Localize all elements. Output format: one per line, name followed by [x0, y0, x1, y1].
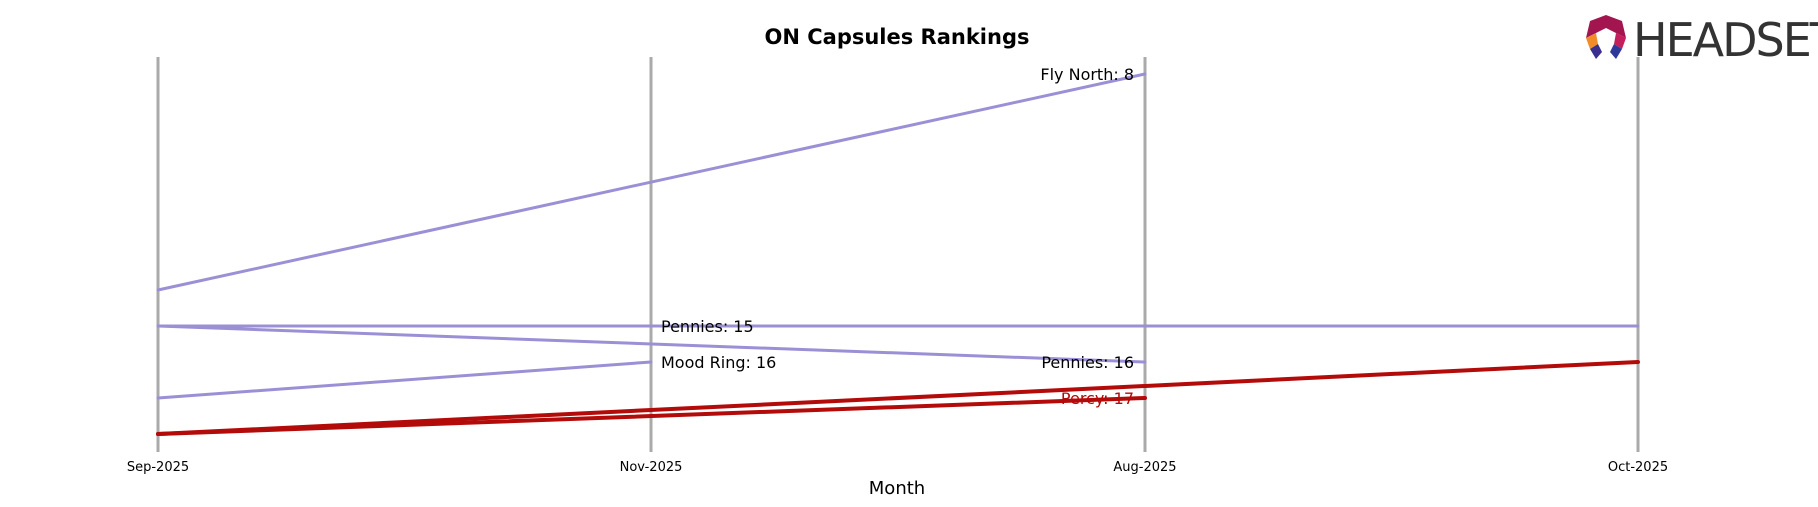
data-label-percy-17: Percy: 17 — [1061, 389, 1134, 408]
series-line-mood-ring-3 — [156, 360, 653, 400]
data-labels: Fly North: 8 Pennies: 15 Mood Ring: 16 Penn… — [661, 65, 1134, 408]
data-label-pennies-15: Pennies: 15 — [661, 317, 754, 336]
headset-logo: HEADSET — [1586, 13, 1818, 67]
series-line-pennies-2 — [156, 324, 1147, 364]
chart-title: ON Capsules Rankings — [765, 25, 1030, 49]
x-tick-label: Nov-2025 — [620, 460, 683, 475]
logo-icon — [1586, 15, 1626, 59]
x-axis-title: Month — [869, 478, 925, 499]
x-tick-label: Sep-2025 — [127, 460, 189, 475]
x-tick-label: Aug-2025 — [1113, 460, 1176, 475]
x-tick-labels: Sep-2025 Nov-2025 Aug-2025 Oct-2025 — [127, 460, 1668, 475]
data-label-pennies-16: Pennies: 16 — [1041, 353, 1134, 372]
data-label-fly-north-8: Fly North: 8 — [1040, 65, 1134, 84]
series-line-fly-north-0 — [156, 72, 1147, 292]
series-line-series-5 — [156, 360, 1640, 436]
vertical-gridlines — [156, 57, 1640, 452]
x-tick-label: Oct-2025 — [1608, 460, 1668, 475]
logo-wordmark: HEADSET — [1633, 13, 1818, 67]
series-lines — [156, 72, 1640, 436]
data-label-mood-ring-16: Mood Ring: 16 — [661, 353, 776, 372]
series-line-percy-4 — [156, 396, 1147, 436]
